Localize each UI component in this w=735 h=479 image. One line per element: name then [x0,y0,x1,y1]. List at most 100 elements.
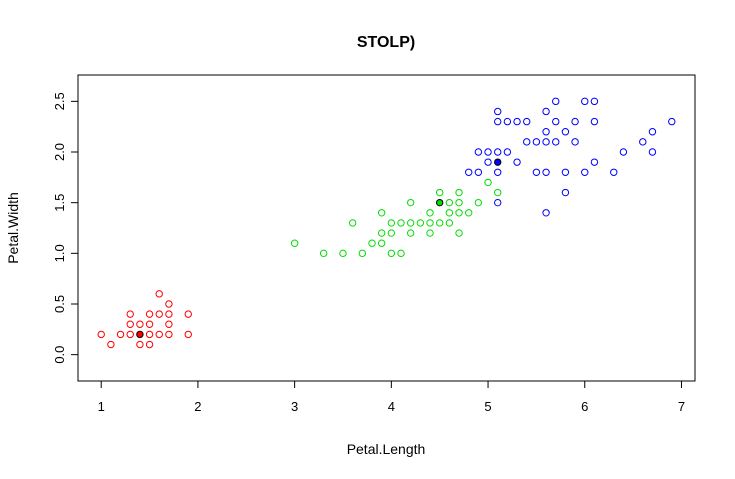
data-point [445,198,454,207]
data-point [445,219,454,227]
data-point [552,117,560,126]
data-point [107,340,115,349]
data-point [426,209,434,217]
data-point [542,209,550,217]
data-point [552,138,560,146]
data-point [648,148,657,156]
y-tick-label: 0.5 [52,295,67,313]
data-point [494,148,502,156]
data-point [619,148,628,156]
data-point [97,330,105,339]
data-point [455,188,463,197]
data-point [377,209,386,217]
data-point [397,219,405,227]
data-point [165,330,173,339]
data-point [387,249,396,258]
y-tick-label: 1.5 [52,194,67,212]
data-point [542,128,550,136]
data-point [455,198,463,207]
data-point [513,117,521,126]
x-tick-label: 7 [678,399,685,414]
x-tick-label: 2 [194,399,201,414]
data-point [523,117,531,126]
series-2 [465,97,676,217]
data-point [406,229,415,237]
data-point [639,138,647,146]
data-point [648,128,657,136]
x-axis-title: Petal.Length [347,441,426,457]
data-point [561,168,570,176]
data-point [494,168,502,176]
data-point [581,168,589,176]
data-point [455,209,463,217]
prototype-point [435,198,444,207]
prototype-point [136,330,144,339]
data-point [406,219,415,227]
data-point [494,107,502,116]
data-point [494,188,502,197]
data-point [368,239,376,247]
y-tick-label: 0.0 [52,346,67,364]
data-point [590,97,599,106]
data-point [126,330,134,339]
x-tick-label: 4 [388,399,395,414]
data-point [445,209,454,217]
data-point [290,239,299,247]
data-point [145,340,154,349]
data-point [503,148,512,156]
chart-title: STOLP) [357,34,415,51]
series-1 [290,178,502,258]
data-point [474,148,483,156]
plot-frame [77,74,696,382]
data-point [136,320,144,328]
data-point [184,310,192,318]
data-point [552,97,560,106]
data-point [474,168,483,176]
data-point [435,219,444,227]
data-point [416,219,425,227]
y-axis: 0.0 0.5 1.0 1.5 2.0 2.5 [52,92,78,364]
data-point [126,310,134,318]
data-point [465,209,473,217]
y-tick-label: 1.0 [52,244,67,262]
data-point [561,188,570,197]
data-point [126,320,134,328]
data-point [455,229,463,237]
y-axis-title: Petal.Width [5,192,21,264]
points-layer [97,97,676,349]
data-point [590,117,599,126]
data-point [542,107,550,116]
data-point [494,117,502,126]
x-tick-label: 6 [581,399,588,414]
y-tick-label: 2.5 [52,92,67,110]
data-point [165,320,173,328]
x-axis: 1 2 3 4 5 6 7 [98,381,685,414]
data-point [145,330,154,339]
data-point [155,290,163,298]
data-point [397,249,405,258]
series-0 [97,290,192,349]
data-point [484,158,492,166]
data-point [474,198,483,207]
data-point [339,249,347,258]
data-point [377,239,386,247]
data-point [571,117,579,126]
data-point [668,117,676,126]
data-point [435,188,444,197]
x-tick-label: 5 [484,399,491,414]
prototype-point [494,158,502,166]
data-point [513,158,521,166]
y-tick-label: 2.0 [52,143,67,161]
data-point [358,249,367,258]
data-point [155,330,163,339]
data-point [184,330,192,339]
data-point [590,158,599,166]
data-point [484,178,492,187]
data-point [426,229,434,237]
data-point [387,229,396,237]
data-point [165,310,173,318]
data-point [145,310,154,318]
data-point [610,168,618,176]
x-tick-label: 1 [98,399,105,414]
